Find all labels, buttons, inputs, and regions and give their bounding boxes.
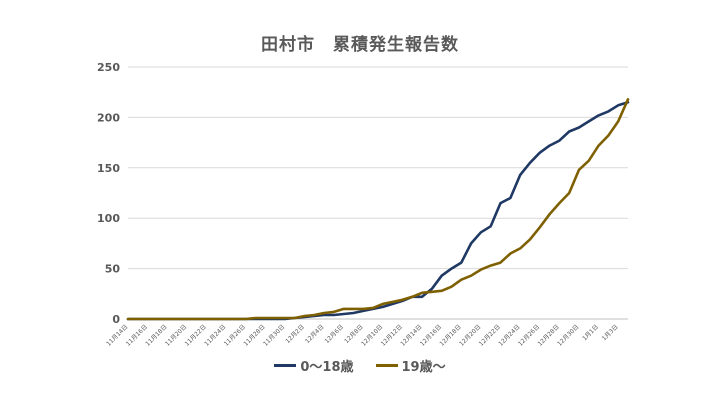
x-tick-label: 12月4日 [304, 323, 326, 345]
legend-item-0-18: 0～18歳 [274, 356, 354, 375]
chart-title: 田村市 累積発生報告数 [261, 35, 459, 55]
y-tick-label: 0 [112, 313, 120, 326]
legend-label-0-18: 0～18歳 [300, 360, 354, 375]
x-tick-label: 1月3日 [601, 323, 620, 342]
y-tick-label: 150 [97, 162, 120, 175]
x-tick-label: 12月6日 [324, 323, 346, 345]
y-tick-label: 200 [97, 111, 120, 124]
y-tick-label: 250 [97, 61, 120, 74]
series-line-1 [126, 98, 630, 321]
y-tick-label: 50 [105, 263, 121, 276]
legend-label-19-plus: 19歳～ [401, 360, 446, 375]
x-tick-label: 12月2日 [284, 323, 306, 345]
legend: 0～18歳 19歳～ [0, 356, 720, 375]
y-tick-label: 100 [97, 212, 120, 225]
x-tick-label: 11月30日 [262, 323, 286, 347]
legend-swatch-19-plus [375, 364, 398, 367]
legend-item-19-plus: 19歳～ [375, 356, 446, 375]
x-tick-label: 1月1日 [581, 323, 600, 342]
legend-swatch-0-18 [274, 364, 297, 367]
x-tick-label: 12月30日 [556, 323, 580, 347]
